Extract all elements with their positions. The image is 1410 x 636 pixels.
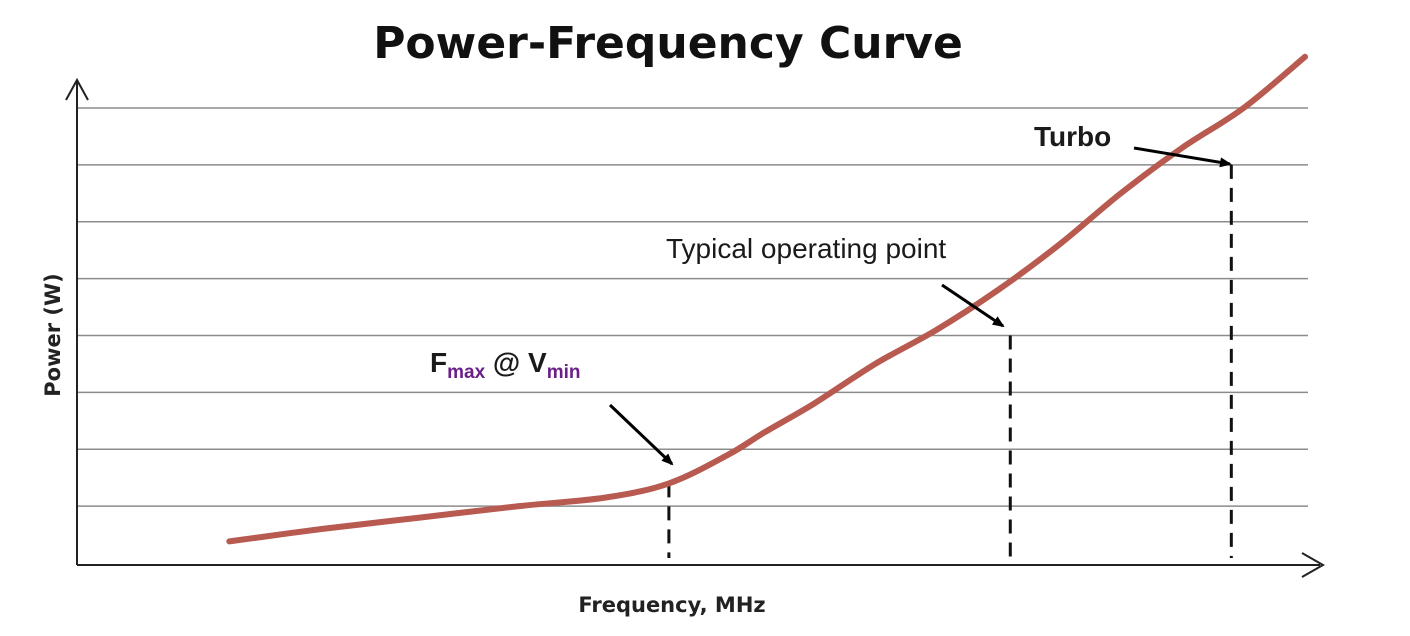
x-axis-arrow [1301,552,1326,578]
fmax-part-F: F [430,347,447,378]
fmax-arrow [608,403,674,466]
fmax-part-min: min [547,362,581,383]
turbo-arrow [1133,146,1232,168]
chart-title: Power-Frequency Curve [373,18,963,69]
annotations: Fmax @ Vmin Typical operating point Turb… [430,121,1232,466]
y-axis-label: Power (W) [41,273,65,397]
grid-lines [77,107,1308,507]
fmax-part-max: max [447,362,485,383]
axes [65,77,1326,578]
dashed-guides [667,164,1233,558]
fmax-part-at-v: @ V [485,347,547,378]
fmax-annotation-label: Fmax @ Vmin [430,347,580,383]
power-curve [226,53,1308,545]
turbo-annotation-label: Turbo [1034,121,1111,152]
typical-arrow [941,283,1005,328]
x-axis-label: Frequency, MHz [578,593,765,617]
y-axis-arrow [65,77,89,101]
typical-annotation-label: Typical operating point [666,233,946,264]
